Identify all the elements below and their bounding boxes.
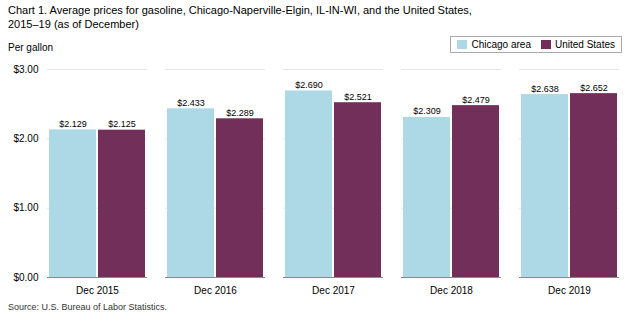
svg-text:$2.433: $2.433 bbox=[177, 98, 205, 108]
svg-text:Dec 2016: Dec 2016 bbox=[194, 285, 237, 296]
svg-text:$0.00: $0.00 bbox=[13, 272, 38, 283]
svg-text:$2.00: $2.00 bbox=[13, 133, 38, 144]
html-text:2015–19 (as of December): 2015–19 (as of December) bbox=[8, 18, 139, 30]
svg-text:$1.00: $1.00 bbox=[13, 202, 38, 213]
html-text:United States: United States bbox=[555, 39, 615, 50]
svg-text:Dec 2017: Dec 2017 bbox=[312, 285, 355, 296]
svg-text:$2.309: $2.309 bbox=[413, 106, 441, 116]
html-text:Chicago area: Chicago area bbox=[471, 39, 531, 50]
svg-text:$2.690: $2.690 bbox=[295, 80, 323, 90]
svg-text:Dec 2019: Dec 2019 bbox=[548, 285, 591, 296]
svg-text:$2.129: $2.129 bbox=[59, 119, 87, 129]
svg-text:$2.652: $2.652 bbox=[580, 83, 608, 93]
svg-text:$2.521: $2.521 bbox=[344, 92, 372, 102]
svg-text:$2.638: $2.638 bbox=[531, 84, 559, 94]
svg-text:$3.00: $3.00 bbox=[13, 64, 38, 75]
svg-text:Dec 2018: Dec 2018 bbox=[430, 285, 473, 296]
svg-text:$2.289: $2.289 bbox=[226, 108, 254, 118]
svg-text:Dec 2015: Dec 2015 bbox=[76, 285, 119, 296]
svg-text:$2.479: $2.479 bbox=[462, 95, 490, 105]
svg-text:$2.125: $2.125 bbox=[108, 119, 136, 129]
html-text:Chart 1. Average prices for ga: Chart 1. Average prices for gasoline, Ch… bbox=[8, 4, 472, 16]
html-text:Per gallon: Per gallon bbox=[8, 42, 53, 53]
html-text:Source: U.S. Bureau of Labor S: Source: U.S. Bureau of Labor Statistics. bbox=[8, 302, 168, 312]
